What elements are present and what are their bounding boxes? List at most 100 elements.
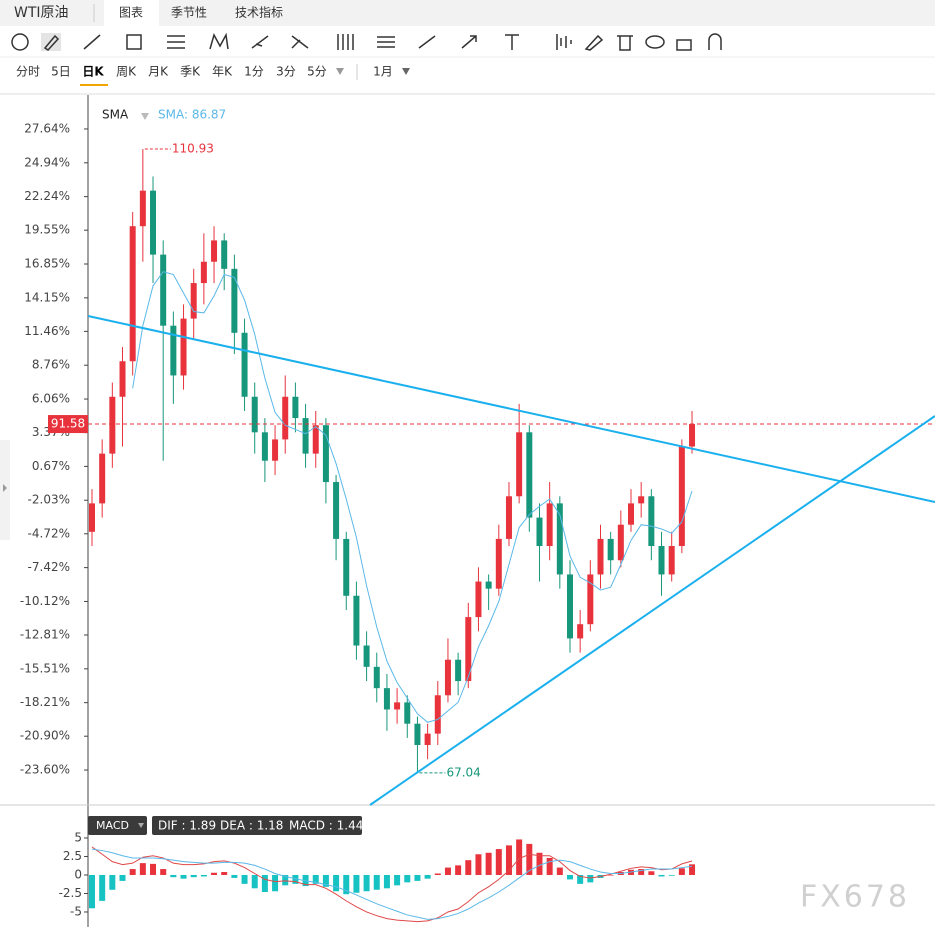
period[interactable]: 分时 <box>16 65 40 79</box>
tool-icon[interactable] <box>209 32 229 50</box>
tool-icon[interactable] <box>584 34 604 51</box>
tool-icon[interactable] <box>676 39 692 51</box>
tool-icon[interactable] <box>645 35 665 49</box>
candle-body <box>150 190 157 255</box>
period[interactable]: 月K <box>148 65 169 79</box>
macd-bar <box>261 874 268 892</box>
candle-body <box>383 688 390 710</box>
legend-value: SMA: 86.87 <box>158 108 226 122</box>
candle-body <box>251 396 258 433</box>
macd-line <box>91 848 693 920</box>
macd-bar <box>251 874 258 889</box>
tool-icon[interactable] <box>505 34 519 50</box>
candle-body <box>455 659 462 682</box>
tool-icon[interactable] <box>126 34 142 50</box>
tool-icon[interactable] <box>337 34 354 50</box>
legend-arrow <box>141 113 149 120</box>
tool-icon[interactable] <box>11 33 29 51</box>
macd-bar <box>465 860 472 875</box>
tool-icon[interactable] <box>43 34 60 51</box>
candle-body <box>546 503 553 547</box>
y-tick-label: 0 <box>74 867 82 881</box>
tab[interactable]: 图表 <box>119 6 143 20</box>
candle-body <box>607 538 614 561</box>
candle-body <box>566 574 573 639</box>
tool-icon[interactable] <box>83 34 101 50</box>
candle-body <box>170 325 177 376</box>
tool-icon[interactable] <box>167 35 185 49</box>
period[interactable]: 3分 <box>276 65 296 79</box>
period[interactable]: 1分 <box>244 65 264 79</box>
y-tick-label: -18.21% <box>20 695 70 709</box>
last-label: 91.58 <box>51 417 85 431</box>
period[interactable]: 日K <box>82 65 104 79</box>
macd-bar <box>190 874 197 878</box>
price-pane: 27.64% 24.94% 22.24% 19.55% 16.85% 14.15% 11.4… <box>20 108 935 779</box>
macd-bar <box>200 874 207 877</box>
candle-body <box>129 226 136 362</box>
tool-icon[interactable] <box>461 35 477 49</box>
trendline <box>369 415 935 806</box>
legend-value: DEA : 1.18 <box>220 819 283 833</box>
legend-box <box>88 816 147 835</box>
candle-body <box>505 496 512 539</box>
macd-bar <box>455 865 462 875</box>
macd-bar <box>383 874 390 889</box>
macd-bar <box>444 867 451 875</box>
tool-icon[interactable] <box>556 34 572 50</box>
candle-body <box>373 666 380 689</box>
tool-icon[interactable] <box>708 33 722 50</box>
candle-body <box>333 482 340 539</box>
candle-body <box>241 332 248 397</box>
candle-body <box>343 538 350 596</box>
period[interactable]: 周K <box>116 65 137 79</box>
candle-body <box>628 503 635 525</box>
candle-body <box>577 624 584 639</box>
macd-bar <box>394 874 401 886</box>
candle-body <box>322 425 329 483</box>
candle-body <box>638 496 645 504</box>
macd-bar <box>536 852 543 875</box>
period[interactable]: 5分 <box>307 65 327 79</box>
macd-bar <box>404 874 411 883</box>
y-tick-label: 27.64% <box>24 121 70 135</box>
macd-bar <box>546 857 553 875</box>
macd-bar <box>577 874 584 884</box>
candle-body <box>139 190 146 227</box>
macd-bar <box>668 874 675 876</box>
macd-bar <box>119 874 126 881</box>
tool-icon[interactable] <box>617 35 633 51</box>
macd-bar <box>343 874 350 895</box>
high-label: 110.93 <box>172 142 214 156</box>
tool-icon[interactable] <box>291 35 309 49</box>
period[interactable]: 5日 <box>51 65 71 79</box>
tool-icon[interactable] <box>418 35 436 49</box>
tool-icon[interactable] <box>377 36 395 48</box>
candle-body <box>211 240 218 262</box>
y-tick-label: 14.15% <box>24 290 70 304</box>
range[interactable]: 1月 <box>373 65 393 79</box>
tab[interactable]: 季节性 <box>171 6 207 20</box>
macd-bar <box>109 874 116 890</box>
candle-body <box>526 432 533 518</box>
macd-bar <box>556 867 563 875</box>
y-tick-label: -5 <box>70 904 82 918</box>
candle-body <box>353 595 360 646</box>
macd-bar <box>272 874 279 892</box>
period[interactable]: 季K <box>180 65 201 79</box>
period[interactable]: 年K <box>212 65 233 79</box>
toolbar <box>11 32 722 51</box>
macd-bar <box>129 869 136 875</box>
tool-icon[interactable] <box>251 35 269 49</box>
macd-bar <box>241 874 248 884</box>
tab-active <box>104 0 159 26</box>
candle-body <box>363 645 370 667</box>
y-tick-label: 22.24% <box>24 189 70 203</box>
tab[interactable]: 技术指标 <box>235 5 283 20</box>
macd-bar <box>221 872 228 875</box>
macd-bar <box>282 874 289 886</box>
candle-body <box>597 538 604 575</box>
dropdown-arrow <box>336 68 344 75</box>
